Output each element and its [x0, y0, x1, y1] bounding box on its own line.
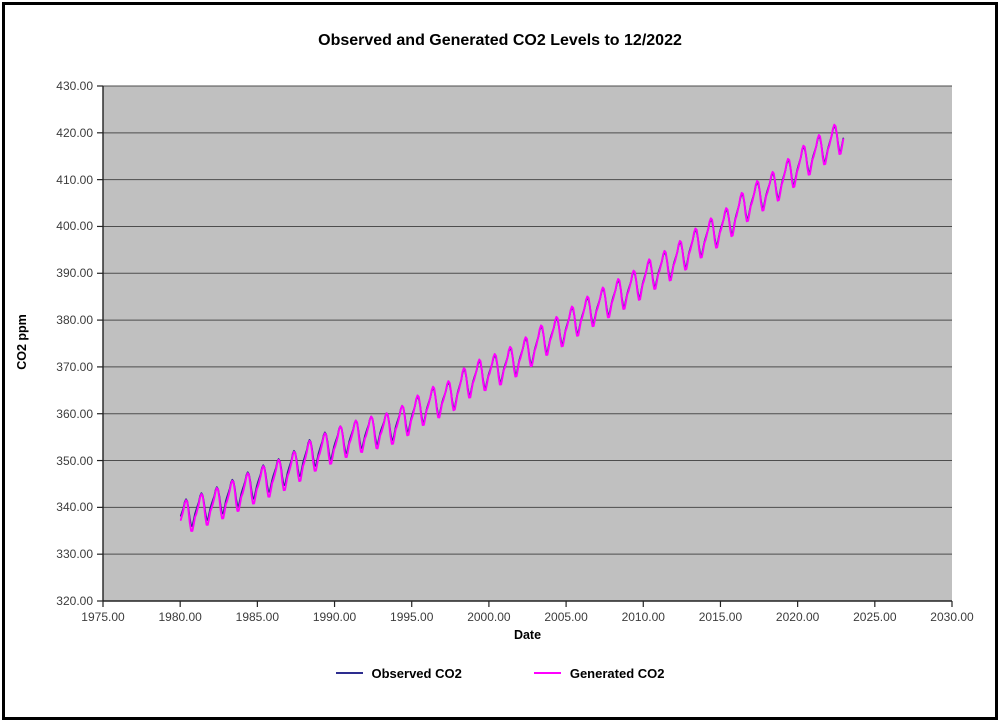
y-tick-label: 420.00	[56, 125, 93, 140]
y-tick-label: 410.00	[56, 172, 93, 187]
y-tick-label: 360.00	[56, 406, 93, 421]
x-tick-label: 2025.00	[853, 610, 897, 624]
x-tick-label: 2010.00	[621, 610, 665, 624]
y-tick-label: 390.00	[56, 266, 93, 281]
x-tick-label: 2020.00	[775, 610, 820, 624]
generated-co2-line	[179, 123, 845, 532]
y-tick-label: 430.00	[56, 79, 93, 93]
x-tick-label: 2000.00	[467, 610, 511, 624]
y-tick-label: 380.00	[56, 313, 93, 328]
y-tick-label: 340.00	[56, 500, 93, 515]
legend-entry: Observed CO2	[335, 665, 462, 681]
x-tick-label: 1975.00	[81, 610, 125, 624]
legend-entry: Generated CO2	[533, 665, 665, 681]
y-tick-label: 320.00	[56, 594, 93, 608]
x-tick-label: 1990.00	[312, 610, 357, 624]
chart-title: Observed and Generated CO2 Levels to 12/…	[318, 32, 682, 49]
y-tick-label: 330.00	[56, 547, 93, 562]
x-tick-label: 2005.00	[544, 610, 588, 624]
x-tick-label: 1980.00	[158, 610, 202, 624]
x-tick-label: 2015.00	[698, 610, 743, 624]
y-tick-label: 370.00	[56, 359, 93, 374]
legend-line-sample	[533, 672, 561, 674]
x-tick-label: 2030.00	[930, 610, 974, 624]
y-axis-title: CO2 ppm	[15, 314, 29, 370]
x-tick-label: 1995.00	[390, 610, 434, 624]
legend-line-sample	[335, 672, 363, 674]
legend-label: Generated CO2	[569, 665, 665, 681]
x-axis-title: Date	[513, 628, 542, 642]
y-tick-label: 400.00	[56, 219, 93, 234]
legend: Observed CO2 Generated CO2	[0, 662, 1000, 684]
x-tick-label: 1985.00	[235, 610, 280, 624]
legend-label: Observed CO2	[371, 665, 462, 681]
y-tick-label: 350.00	[56, 453, 93, 468]
